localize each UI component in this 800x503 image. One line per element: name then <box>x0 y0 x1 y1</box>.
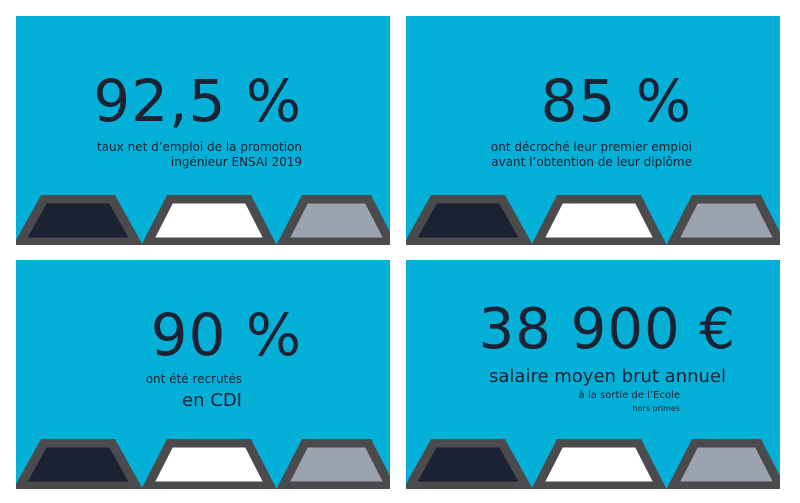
stat-card-cdi: 90 % ont été recrutés en CDI <box>16 260 390 489</box>
stat-card-salary: 38 900 € salaire moyen brut annuel à la … <box>406 260 780 489</box>
stat-value: 38 900 € <box>478 297 736 362</box>
stat-value: 85 % <box>540 67 692 135</box>
stat-description: ont été recrutés <box>145 372 242 386</box>
stat-footnote: hors primes <box>632 404 680 413</box>
stat-description-line: ont décroché leur premier emploi <box>490 140 692 154</box>
stat-value: 92,5 % <box>93 67 302 135</box>
stat-card-employment-rate: 92,5 % taux net d’emploi de la promotion… <box>16 16 390 245</box>
hexagon-decoration <box>16 195 390 245</box>
stat-description-line: avant l’obtention de leur diplôme <box>491 155 692 169</box>
stat-description-line: taux net d’emploi de la promotion <box>97 140 302 154</box>
hexagon-decoration <box>406 439 780 489</box>
stat-headline: salaire moyen brut annuel <box>489 366 726 387</box>
stat-description: à la sortie de l’Ecole <box>578 390 680 401</box>
hexagon-decoration <box>16 439 390 489</box>
stat-description-emphasis: en CDI <box>182 390 242 411</box>
stat-description: taux net d’emploi de la promotion ingéni… <box>97 140 302 170</box>
stat-description-line: ingénieur ENSAI 2019 <box>170 155 302 169</box>
stat-card-first-job: 85 % ont décroché leur premier emploi av… <box>406 16 780 245</box>
stat-value: 90 % <box>150 301 302 369</box>
hexagon-decoration <box>406 195 780 245</box>
stat-description: ont décroché leur premier emploi avant l… <box>491 140 692 170</box>
